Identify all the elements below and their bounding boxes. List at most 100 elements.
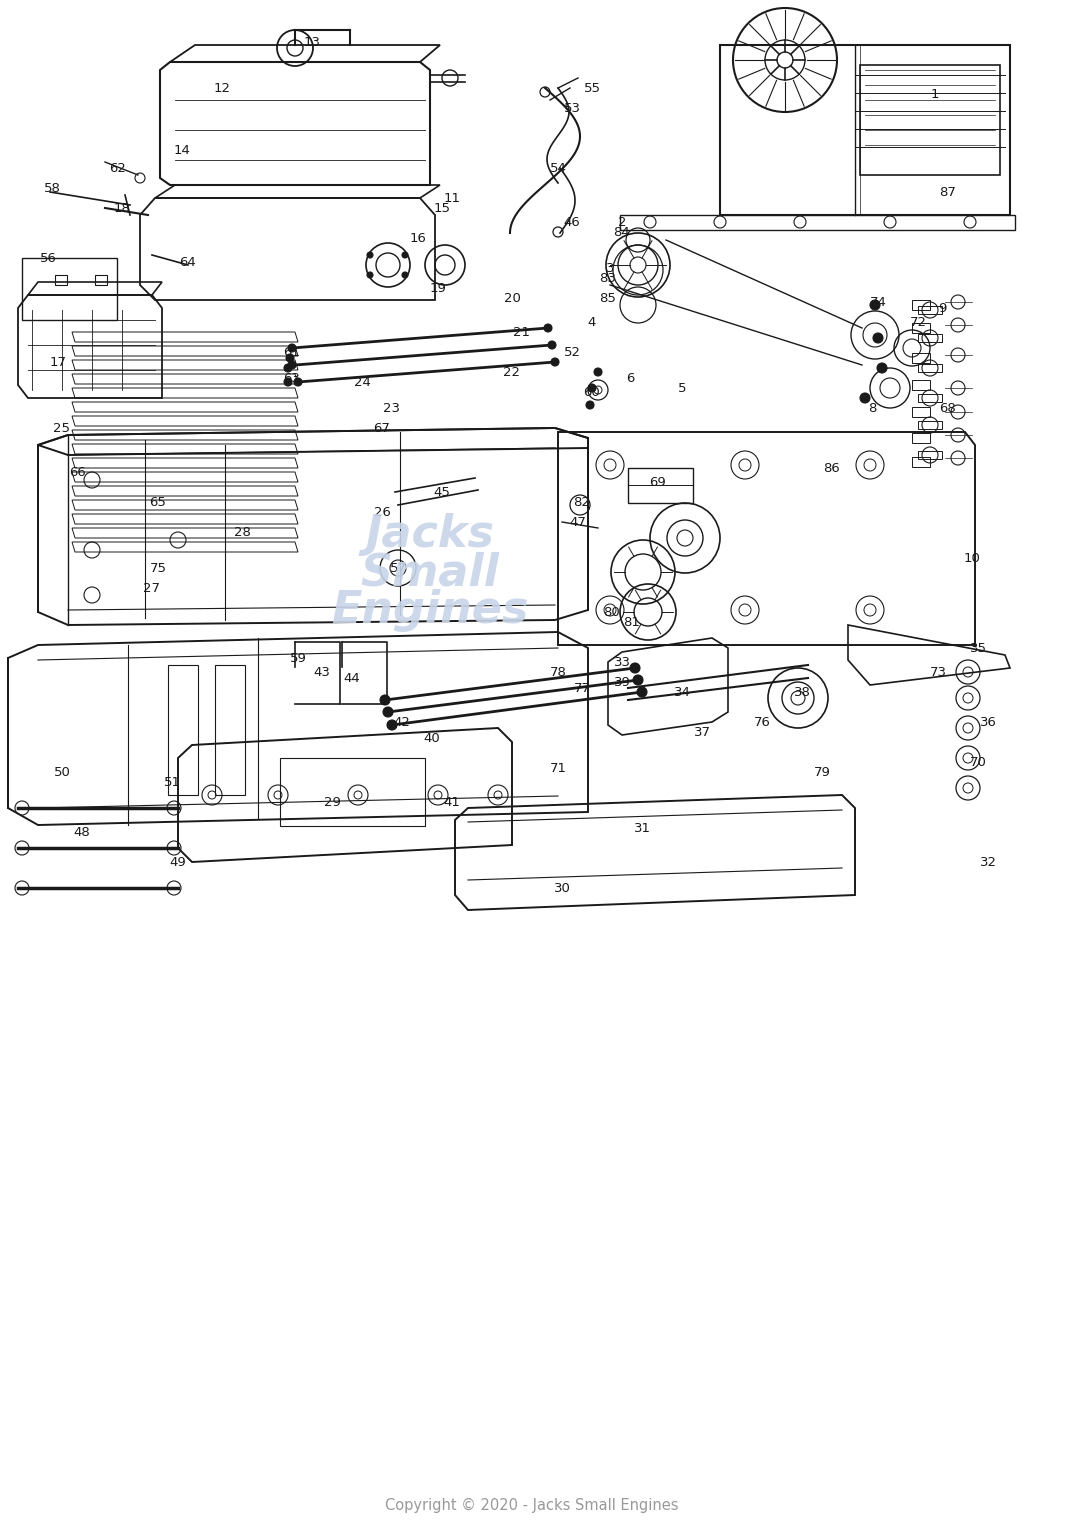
Text: 80: 80 — [604, 606, 621, 618]
Text: 10: 10 — [964, 552, 981, 564]
Text: 60: 60 — [584, 386, 601, 398]
Text: 46: 46 — [563, 215, 580, 229]
Text: 55: 55 — [584, 81, 601, 94]
Text: 61: 61 — [283, 346, 300, 358]
Circle shape — [387, 719, 397, 730]
Text: 39: 39 — [613, 675, 630, 689]
Text: 24: 24 — [354, 375, 371, 389]
Text: 21: 21 — [513, 326, 530, 338]
Text: 70: 70 — [969, 756, 986, 768]
Text: 2: 2 — [618, 215, 626, 229]
Text: 1: 1 — [931, 89, 939, 101]
Text: 42: 42 — [394, 716, 410, 729]
Text: 47: 47 — [570, 515, 587, 529]
Text: 31: 31 — [634, 821, 651, 835]
Text: 4: 4 — [588, 315, 596, 329]
Bar — [95, 275, 106, 284]
Text: 29: 29 — [324, 796, 341, 808]
Text: Small: Small — [361, 552, 499, 595]
Text: 52: 52 — [563, 346, 580, 358]
Bar — [918, 421, 943, 429]
Circle shape — [286, 354, 294, 363]
Text: 48: 48 — [73, 825, 91, 839]
Circle shape — [402, 272, 408, 278]
Circle shape — [637, 687, 648, 696]
Circle shape — [544, 324, 552, 332]
Text: 77: 77 — [573, 681, 590, 695]
Text: 11: 11 — [443, 192, 460, 204]
Bar — [918, 364, 943, 372]
Text: 20: 20 — [504, 292, 521, 304]
Text: 27: 27 — [144, 581, 161, 595]
Text: 65: 65 — [149, 495, 166, 509]
Circle shape — [367, 272, 373, 278]
Bar — [912, 323, 930, 334]
Text: 81: 81 — [624, 615, 640, 629]
Text: 66: 66 — [69, 466, 86, 478]
Text: Engines: Engines — [331, 590, 528, 633]
Bar — [861, 65, 1000, 175]
Bar — [55, 275, 67, 284]
Circle shape — [402, 252, 408, 258]
Text: 41: 41 — [443, 796, 460, 808]
Text: 83: 83 — [600, 272, 617, 284]
Circle shape — [876, 363, 887, 373]
Text: 67: 67 — [374, 421, 391, 435]
Text: 22: 22 — [504, 366, 521, 378]
Text: 23: 23 — [383, 401, 400, 415]
Text: 15: 15 — [433, 201, 450, 215]
Text: 85: 85 — [600, 292, 617, 304]
Text: 64: 64 — [180, 255, 196, 269]
Circle shape — [383, 707, 393, 716]
Bar — [620, 215, 1015, 231]
Text: 58: 58 — [44, 181, 61, 195]
Circle shape — [870, 300, 880, 310]
Text: 75: 75 — [149, 561, 166, 575]
Circle shape — [551, 358, 559, 366]
Text: 6: 6 — [626, 372, 634, 384]
Text: 16: 16 — [410, 232, 426, 244]
Text: 78: 78 — [550, 666, 567, 678]
Text: Jacks: Jacks — [365, 513, 494, 556]
Bar — [628, 467, 693, 503]
Text: 3: 3 — [606, 261, 615, 275]
Text: 13: 13 — [304, 35, 321, 49]
Text: 53: 53 — [563, 101, 580, 114]
Circle shape — [630, 662, 640, 673]
Text: 38: 38 — [793, 686, 810, 698]
Text: 18: 18 — [114, 201, 130, 215]
Text: 68: 68 — [939, 401, 956, 415]
Circle shape — [586, 401, 594, 409]
Text: 14: 14 — [174, 143, 191, 157]
Text: 8: 8 — [868, 401, 876, 415]
Circle shape — [288, 361, 296, 369]
Text: 12: 12 — [213, 81, 230, 94]
Text: Copyright © 2020 - Jacks Small Engines: Copyright © 2020 - Jacks Small Engines — [386, 1497, 678, 1512]
Bar — [22, 258, 117, 320]
Text: 36: 36 — [980, 716, 997, 729]
Bar — [912, 380, 930, 390]
Text: 57: 57 — [390, 561, 407, 575]
Circle shape — [861, 393, 870, 403]
Circle shape — [294, 378, 302, 386]
Text: 79: 79 — [814, 765, 831, 779]
Text: 17: 17 — [49, 355, 66, 369]
Bar — [912, 300, 930, 310]
Circle shape — [588, 384, 596, 392]
Text: 9: 9 — [938, 301, 946, 315]
Text: 59: 59 — [290, 652, 307, 664]
Text: 54: 54 — [550, 161, 567, 175]
Circle shape — [633, 675, 643, 686]
Bar — [912, 456, 930, 467]
Text: 25: 25 — [53, 421, 70, 435]
Text: 87: 87 — [939, 186, 956, 198]
Circle shape — [380, 695, 390, 705]
Text: 50: 50 — [53, 765, 70, 779]
Text: 69: 69 — [650, 475, 667, 489]
Text: 74: 74 — [869, 295, 886, 309]
Text: 56: 56 — [39, 252, 56, 264]
Text: 84: 84 — [613, 226, 630, 238]
Text: 32: 32 — [980, 856, 997, 868]
Bar — [280, 758, 425, 825]
Text: 73: 73 — [930, 666, 947, 678]
